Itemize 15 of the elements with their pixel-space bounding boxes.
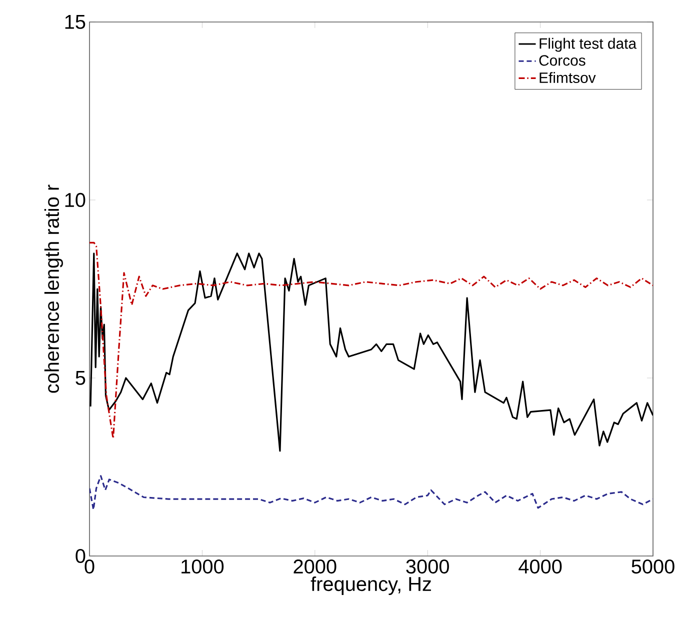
x-tick-label: 3000 [406,560,449,574]
y-tick-label: 15 [65,15,86,29]
x-tick-label: 0 [84,560,94,574]
x-axis-title: frequency, Hz [310,576,431,596]
x-tick-label: 5000 [632,560,674,574]
y-tick-label: 10 [65,192,86,208]
legend-label: Flight test data [540,38,637,52]
legend-label: Efimtsov [540,72,596,84]
legend-label: Corcos [539,55,586,66]
x-tick-label: 2000 [294,560,336,574]
y-tick-label: 0 [76,548,86,564]
x-tick-label: 1000 [182,560,224,574]
x-tick-label: 4000 [518,560,562,574]
y-axis-title: coherence length ratio r [44,184,63,393]
y-tick-label: 5 [76,371,86,385]
